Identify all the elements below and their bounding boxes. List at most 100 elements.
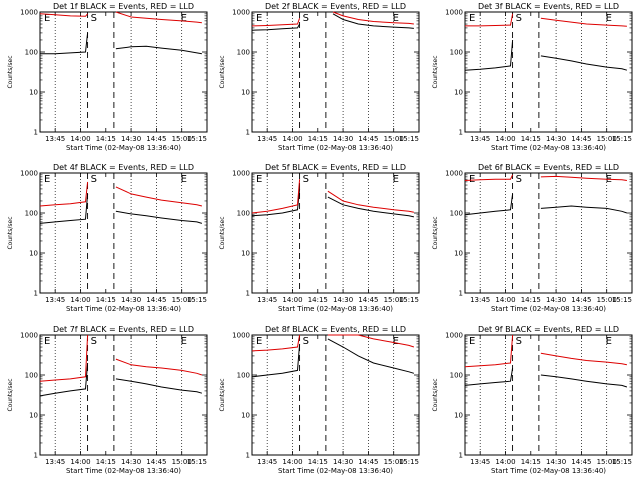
chart-panel-8: Det 8f BLACK = Events, RED = LLD Counts/s… — [219, 325, 420, 475]
y-tick-label: 1 — [246, 452, 250, 460]
x-tick-label: 13:45 — [470, 296, 490, 304]
x-tick-label: 15:00 — [384, 458, 404, 466]
segment-marker: E — [256, 13, 262, 24]
x-tick-label: 14:30 — [546, 296, 566, 304]
x-tick-label: 15:00 — [597, 296, 617, 304]
y-tick-label: 10 — [454, 250, 463, 258]
segment-marker: E — [44, 13, 50, 24]
x-tick-label: 15:15 — [612, 458, 632, 466]
y-tick-label: 100 — [25, 49, 38, 57]
y-tick-label: 10 — [29, 412, 38, 420]
series-events-line — [251, 13, 414, 31]
segment-marker: E — [393, 13, 399, 24]
segment-marker: E — [469, 13, 475, 24]
y-tick-label: 1 — [246, 129, 250, 137]
x-tick-label: 15:15 — [399, 458, 419, 466]
y-tick-label: 1 — [459, 452, 463, 460]
series-lld-line — [464, 334, 627, 368]
x-tick-label: 14:00 — [495, 296, 515, 304]
y-tick-label: 10 — [454, 412, 463, 420]
segment-marker: S — [91, 336, 97, 347]
x-tick-label: 14:00 — [282, 296, 302, 304]
segment-marker: E — [181, 174, 187, 185]
chart-title: Det 6f BLACK = Events, RED = LLD — [478, 163, 619, 172]
segment-marker: E — [256, 174, 262, 185]
segment-marker: S — [516, 336, 522, 347]
y-tick-label: 10 — [29, 89, 38, 97]
x-tick-label: 14:00 — [70, 296, 90, 304]
y-axis-label: Counts/sec — [7, 216, 14, 249]
series-lld-line — [39, 11, 202, 24]
chart-title: Det 1f BLACK = Events, RED = LLD — [53, 2, 194, 11]
segment-marker: S — [303, 174, 309, 185]
series-lld-line — [39, 181, 203, 207]
chart-title: Det 7f BLACK = Events, RED = LLD — [53, 325, 194, 334]
series-lld-line — [465, 13, 627, 27]
x-tick-label: 15:00 — [172, 296, 192, 304]
y-axis-label: Counts/sec — [432, 55, 439, 88]
chart-panel-3: Det 3f BLACK = Events, RED = LLD Counts/s… — [432, 2, 633, 152]
series-events-line — [251, 338, 415, 378]
x-tick-label: 14:30 — [121, 135, 141, 143]
y-tick-label: 1000 — [445, 170, 463, 178]
series-events-line — [464, 193, 628, 216]
x-axis-label: Start Time (02-May-08 13:36:40) — [278, 467, 393, 475]
x-tick-label: 15:15 — [399, 296, 419, 304]
x-tick-label: 14:00 — [70, 458, 90, 466]
series-events-line — [464, 39, 628, 71]
x-tick-label: 14:45 — [146, 135, 166, 143]
chart-title: Det 5f BLACK = Events, RED = LLD — [265, 163, 406, 172]
x-tick-label: 14:15 — [308, 458, 328, 466]
x-axis-label: Start Time (02-May-08 13:36:40) — [278, 144, 393, 152]
x-tick-label: 14:45 — [358, 135, 378, 143]
y-axis-label: Counts/sec — [219, 216, 226, 249]
x-tick-label: 14:00 — [282, 135, 302, 143]
chart-panel-4: Det 4f BLACK = Events, RED = LLD Counts/s… — [7, 163, 208, 313]
segment-marker: E — [469, 174, 475, 185]
x-tick-label: 15:15 — [612, 296, 632, 304]
chart-panel-1: Det 1f BLACK = Events, RED = LLD Counts/s… — [7, 2, 208, 152]
x-tick-label: 13:45 — [257, 135, 277, 143]
x-tick-label: 14:30 — [121, 458, 141, 466]
segment-marker: E — [181, 13, 187, 24]
y-tick-label: 10 — [241, 412, 250, 420]
x-axis-label: Start Time (02-May-08 13:36:40) — [491, 144, 606, 152]
chart-title: Det 3f BLACK = Events, RED = LLD — [478, 2, 619, 11]
x-tick-label: 14:30 — [333, 135, 353, 143]
segment-marker: E — [256, 336, 262, 347]
x-tick-label: 14:15 — [521, 135, 541, 143]
series-events-line — [251, 188, 415, 218]
x-tick-label: 15:15 — [187, 135, 207, 143]
segment-marker: S — [91, 13, 97, 24]
x-tick-label: 13:45 — [45, 296, 65, 304]
chart-panel-7: Det 7f BLACK = Events, RED = LLD Counts/s… — [7, 325, 208, 475]
series-events-line — [464, 367, 628, 388]
series-lld-line — [39, 334, 203, 382]
x-tick-label: 14:15 — [308, 135, 328, 143]
x-tick-label: 14:30 — [333, 296, 353, 304]
y-tick-label: 1000 — [20, 9, 38, 17]
x-tick-label: 14:15 — [308, 296, 328, 304]
segment-marker: E — [393, 174, 399, 185]
x-tick-label: 15:00 — [172, 458, 192, 466]
x-tick-label: 15:15 — [187, 458, 207, 466]
x-tick-label: 14:00 — [282, 458, 302, 466]
x-axis-label: Start Time (02-May-08 13:36:40) — [66, 144, 181, 152]
segment-marker: E — [393, 336, 399, 347]
y-tick-label: 1 — [459, 290, 463, 298]
x-tick-label: 14:30 — [546, 135, 566, 143]
chart-title: Det 8f BLACK = Events, RED = LLD — [265, 325, 406, 334]
y-tick-label: 1000 — [445, 9, 463, 17]
x-tick-label: 13:45 — [257, 296, 277, 304]
y-tick-label: 1000 — [20, 332, 38, 340]
y-axis-label: Counts/sec — [219, 378, 226, 411]
y-tick-label: 100 — [450, 49, 463, 57]
segment-marker: E — [606, 13, 612, 24]
series-lld-line — [251, 179, 414, 214]
x-tick-label: 15:00 — [384, 296, 404, 304]
x-tick-label: 15:00 — [597, 458, 617, 466]
x-tick-label: 13:45 — [45, 135, 65, 143]
x-tick-label: 14:15 — [96, 458, 116, 466]
x-tick-label: 14:15 — [521, 458, 541, 466]
y-tick-label: 1000 — [232, 9, 250, 17]
